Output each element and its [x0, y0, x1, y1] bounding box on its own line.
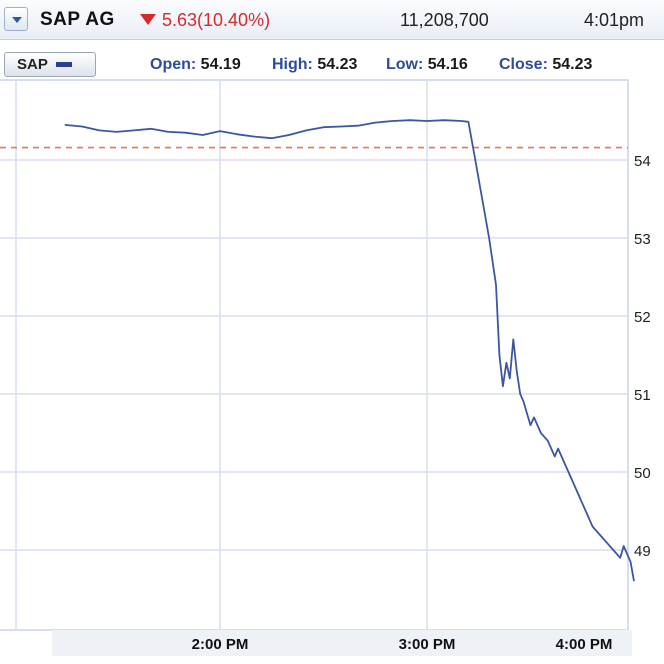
ohlc-low: Low: 54.16	[386, 56, 468, 74]
ohlc-open-value: 54.19	[200, 56, 241, 73]
y-tick-label: 54	[634, 153, 651, 170]
company-name: SAP AG	[40, 9, 115, 30]
x-tick-label: 4:00 PM	[556, 636, 613, 653]
chevron-down-icon	[12, 17, 22, 23]
ohlc-high: High: 54.23	[272, 56, 357, 74]
down-arrow-icon	[140, 14, 156, 26]
series-legend-label: SAP	[17, 56, 48, 73]
quote-header: SAP AG 5.63(10.40%) 11,208,700 4:01pm	[0, 0, 664, 40]
price-series	[64, 119, 635, 582]
x-tick-label: 2:00 PM	[192, 636, 249, 653]
x-axis-band	[52, 630, 632, 656]
plot-area-border	[0, 79, 629, 631]
ohlc-close: Close: 54.23	[499, 56, 592, 74]
symbol-dropdown-button[interactable]	[4, 7, 28, 31]
y-axis-ticks: 49 50 51 52 53 54	[634, 153, 651, 560]
y-tick-label: 49	[634, 543, 651, 560]
x-tick-label: 3:00 PM	[399, 636, 456, 653]
ohlc-close-value: 54.23	[552, 56, 593, 73]
ohlc-high-value: 54.23	[317, 56, 358, 73]
ohlc-open: Open: 54.19	[150, 56, 241, 74]
ohlc-high-label: High:	[272, 56, 313, 73]
quote-time: 4:01pm	[584, 10, 645, 30]
price-line	[64, 119, 635, 582]
y-tick-label: 52	[634, 309, 651, 326]
y-tick-label: 53	[634, 231, 651, 248]
ohlc-low-value: 54.16	[427, 56, 468, 73]
ohlc-open-label: Open:	[150, 56, 197, 73]
price-change: 5.63(10.40%)	[140, 10, 270, 31]
chart-grid	[0, 79, 629, 631]
ohlc-close-label: Close:	[499, 56, 548, 73]
price-change-value: 5.63(10.40%)	[162, 10, 271, 30]
series-legend-button[interactable]: SAP	[4, 52, 96, 77]
volume-value: 11,208,700	[400, 10, 489, 30]
x-axis-ticks: 2:00 PM 3:00 PM 4:00 PM	[192, 636, 613, 653]
y-tick-label: 50	[634, 465, 651, 482]
series-swatch-icon	[55, 61, 72, 67]
ohlc-low-label: Low:	[386, 56, 424, 73]
y-tick-label: 51	[634, 387, 651, 404]
